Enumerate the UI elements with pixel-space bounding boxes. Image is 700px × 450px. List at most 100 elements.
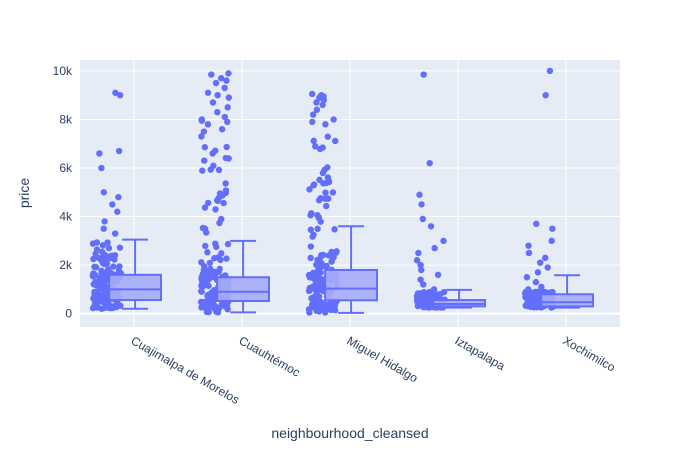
data-point	[105, 244, 113, 252]
data-point	[198, 117, 206, 124]
data-point	[431, 244, 438, 252]
data-point	[440, 237, 447, 245]
data-point	[319, 101, 326, 109]
data-point	[306, 186, 313, 193]
data-point	[321, 166, 328, 174]
data-point	[319, 262, 327, 270]
data-point	[309, 111, 317, 118]
data-point	[111, 256, 118, 263]
box-iqr	[108, 273, 163, 302]
data-point	[92, 294, 99, 301]
data-point	[548, 237, 555, 245]
data-point	[202, 242, 209, 250]
data-point	[322, 189, 329, 196]
data-point	[203, 308, 210, 316]
data-point	[224, 240, 232, 248]
data-point	[96, 275, 104, 282]
data-point	[317, 218, 324, 225]
data-point	[413, 257, 421, 264]
data-point	[204, 121, 212, 128]
data-point	[199, 279, 206, 287]
x-tick-label: Iztapalapa	[453, 333, 508, 373]
data-point	[101, 285, 109, 293]
data-point	[417, 261, 424, 269]
data-point	[204, 249, 211, 256]
data-point	[104, 239, 111, 246]
data-point	[321, 301, 329, 308]
data-point	[544, 264, 551, 271]
data-point	[204, 89, 212, 96]
data-point	[218, 125, 226, 133]
data-point	[204, 199, 212, 207]
data-point	[434, 271, 442, 279]
data-point	[101, 304, 108, 312]
data-point	[218, 75, 225, 82]
data-point	[197, 288, 205, 295]
data-point	[206, 259, 214, 267]
data-point	[313, 106, 321, 113]
data-point	[203, 229, 210, 236]
data-point	[315, 302, 322, 309]
data-point	[415, 249, 422, 257]
data-point	[115, 147, 123, 155]
data-point	[112, 89, 119, 96]
data-point	[222, 187, 230, 194]
data-point	[110, 304, 117, 311]
data-point	[223, 77, 230, 84]
data-point	[310, 137, 317, 145]
data-point	[225, 70, 232, 77]
data-point	[224, 104, 231, 111]
data-point	[529, 299, 537, 306]
data-point	[209, 99, 217, 106]
data-point	[201, 204, 209, 211]
data-point	[318, 251, 325, 259]
data-point	[92, 264, 100, 271]
data-point	[542, 254, 549, 262]
y-tick-label: 8k	[59, 112, 73, 126]
data-point	[329, 189, 337, 196]
data-point	[523, 274, 531, 281]
data-point	[314, 256, 321, 264]
data-point	[222, 154, 230, 162]
box-iqr	[216, 276, 271, 303]
data-point	[309, 118, 316, 126]
data-point	[116, 263, 123, 270]
data-point	[212, 147, 219, 154]
data-point	[212, 240, 219, 247]
data-point	[116, 91, 124, 99]
data-point	[312, 143, 319, 150]
data-point	[204, 276, 211, 283]
data-point	[328, 258, 335, 265]
data-point	[199, 167, 206, 174]
data-point	[323, 202, 330, 210]
data-point	[109, 201, 116, 208]
data-point	[98, 164, 105, 172]
data-point	[207, 303, 214, 310]
data-point	[316, 145, 324, 153]
data-point	[211, 255, 218, 262]
data-point	[93, 246, 101, 253]
data-point	[324, 133, 331, 140]
data-point	[331, 303, 338, 311]
data-point	[201, 157, 208, 164]
data-point	[105, 300, 112, 307]
data-point	[309, 300, 316, 308]
data-point	[210, 297, 218, 304]
data-point	[216, 219, 223, 227]
data-point	[332, 137, 339, 145]
data-point	[328, 248, 335, 256]
data-point	[215, 166, 223, 174]
data-point	[546, 67, 554, 75]
data-point	[116, 244, 124, 251]
data-point	[212, 206, 219, 213]
data-point	[331, 226, 338, 233]
data-point	[525, 242, 532, 249]
y-axis-title: price	[16, 178, 32, 209]
data-point	[317, 276, 324, 284]
x-axis-title: neighbourhood_cleansed	[271, 425, 428, 441]
data-point	[420, 71, 427, 78]
data-point	[198, 259, 205, 266]
data-point	[305, 287, 313, 295]
boxes	[108, 225, 594, 314]
